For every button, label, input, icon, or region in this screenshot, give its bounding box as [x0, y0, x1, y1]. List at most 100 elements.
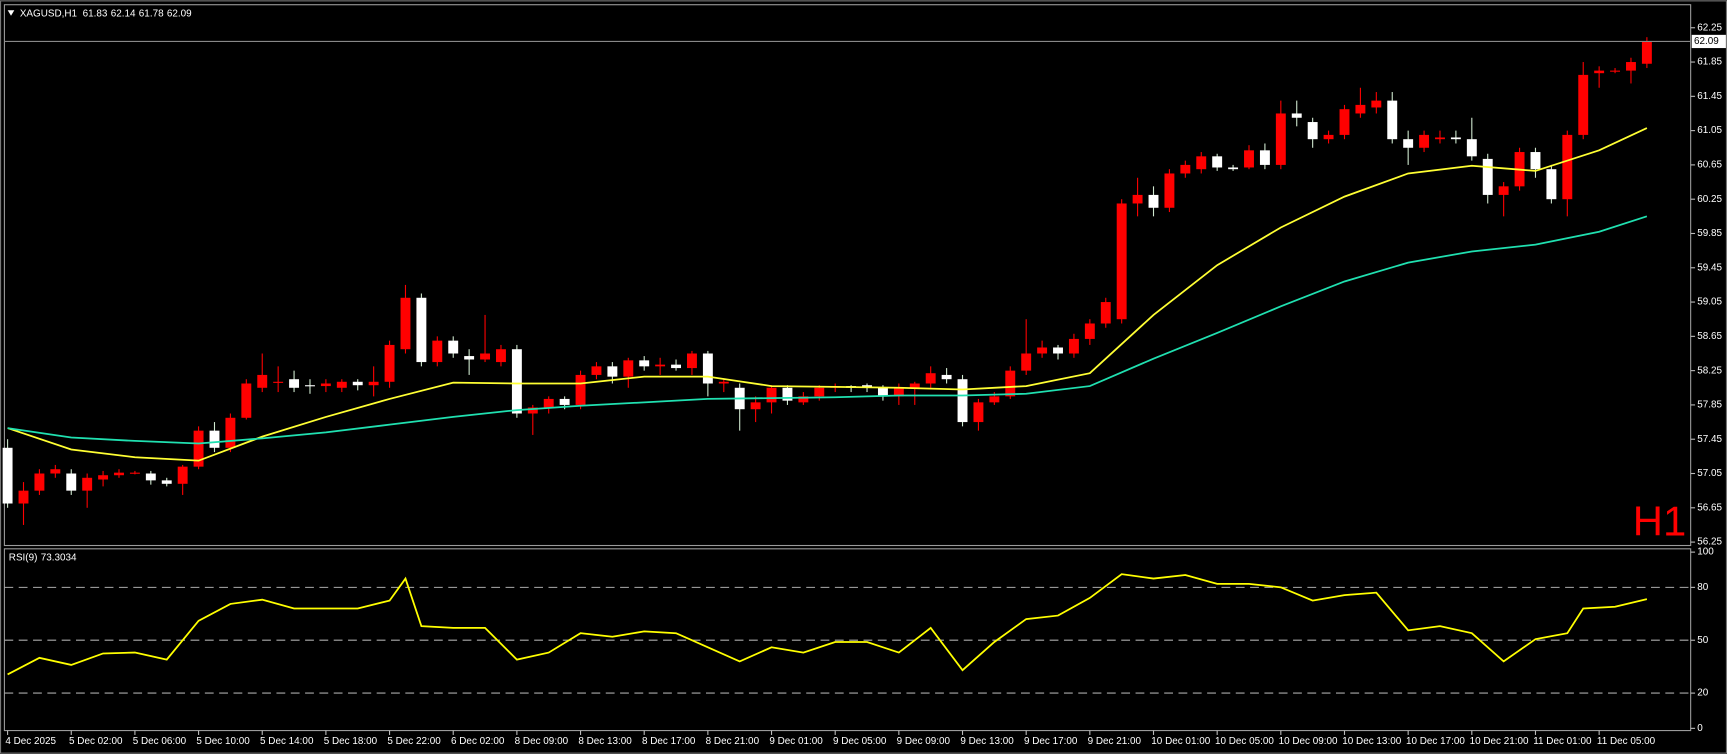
y-tick-label: 0: [1697, 723, 1703, 734]
candle-body: [1498, 186, 1509, 195]
x-tick-label: 9 Dec 13:00: [960, 736, 1014, 747]
candle-body: [909, 383, 920, 388]
y-tick-label: 57.85: [1697, 400, 1722, 411]
candle-body: [718, 381, 729, 384]
candle-body: [782, 387, 793, 401]
candle-body: [1307, 122, 1318, 140]
candle-body: [1371, 100, 1382, 108]
x-tick-label: 10 Dec 13:00: [1342, 736, 1401, 747]
candle-body: [655, 364, 666, 367]
candle-body: [1466, 139, 1477, 157]
candle-body: [352, 381, 363, 386]
y-tick-label: 58.25: [1697, 365, 1722, 376]
candle-body: [1148, 194, 1159, 208]
x-tick-label: 8 Dec 09:00: [515, 736, 569, 747]
candle-body: [973, 402, 984, 423]
candle-body: [686, 353, 697, 369]
y-tick-label: 50: [1697, 635, 1709, 646]
candle-body: [607, 366, 618, 377]
price-tag-label: 62.09: [1694, 36, 1719, 47]
candle-body: [1355, 104, 1366, 114]
candle-body: [1546, 169, 1557, 200]
x-tick-label: 9 Dec 09:00: [897, 736, 951, 747]
y-tick-label: 57.05: [1697, 468, 1722, 479]
candle-body: [957, 379, 968, 423]
y-tick-label: 59.45: [1697, 262, 1722, 273]
y-tick-label: 60.25: [1697, 194, 1722, 205]
candle-body: [893, 387, 904, 397]
candle-body: [1021, 353, 1032, 371]
y-tick-label: 80: [1697, 582, 1709, 593]
candle-body: [416, 297, 427, 363]
candle-body: [1387, 100, 1398, 140]
candle-body: [941, 374, 952, 380]
y-tick-label: 61.45: [1697, 91, 1722, 102]
candle-body: [464, 356, 475, 360]
candle-body: [575, 374, 586, 405]
open-value: 61.83: [83, 8, 108, 19]
y-tick-label: 59.85: [1697, 228, 1722, 239]
candle-body: [798, 396, 809, 403]
candle-body: [193, 430, 204, 467]
y-tick-label: 60.65: [1697, 160, 1722, 171]
x-tick-label: 5 Dec 06:00: [133, 736, 187, 747]
candle-body: [1228, 167, 1239, 170]
x-tick-label: 6 Dec 02:00: [451, 736, 505, 747]
candle-body: [527, 407, 538, 414]
candle-body: [18, 490, 29, 504]
candle-body: [1641, 41, 1652, 64]
candle-body: [1291, 113, 1302, 118]
y-tick-label: 59.05: [1697, 297, 1722, 308]
candle-body: [161, 480, 172, 484]
candle-body: [496, 349, 506, 363]
x-tick-label: 11 Dec 01:00: [1533, 736, 1592, 747]
candle-body: [432, 340, 443, 363]
candle-body: [1610, 70, 1621, 72]
x-tick-label: 10 Dec 17:00: [1406, 736, 1465, 747]
moving-average: [7, 215, 1648, 445]
timeframe-label: H1: [1633, 498, 1687, 545]
menu-arrow[interactable]: [7, 10, 15, 16]
y-tick-label: 56.25: [1697, 537, 1722, 548]
candle-body: [400, 297, 411, 350]
candle-body: [702, 353, 713, 384]
candle-body: [384, 344, 395, 382]
candle-body: [1482, 158, 1493, 195]
candle-body: [1005, 370, 1016, 397]
candle-body: [1435, 137, 1445, 140]
candle-body: [1053, 347, 1063, 354]
candle-body: [129, 472, 140, 474]
candle-body: [209, 430, 220, 448]
candle-body: [639, 360, 650, 367]
candle-body: [50, 469, 61, 474]
x-tick-label: 8 Dec 21:00: [706, 736, 760, 747]
candle-body: [98, 475, 109, 480]
candle-body: [591, 366, 602, 375]
x-tick-label: 9 Dec 21:00: [1088, 736, 1142, 747]
y-tick-label: 62.25: [1697, 22, 1722, 33]
candle-body: [511, 349, 522, 414]
candle-body: [257, 374, 268, 388]
candle-body: [145, 473, 156, 481]
candle-body: [1037, 347, 1048, 354]
candle-body: [1275, 113, 1286, 165]
candle-body: [66, 473, 77, 491]
candle-body: [1562, 134, 1573, 200]
rsi-name: RSI(9): [9, 552, 38, 563]
candle-body: [241, 383, 252, 418]
x-tick-label: 10 Dec 21:00: [1470, 736, 1529, 747]
candle-body: [368, 381, 379, 386]
x-tick-label: 5 Dec 18:00: [324, 736, 378, 747]
x-tick-label: 5 Dec 02:00: [69, 736, 123, 747]
candle-body: [480, 353, 491, 360]
candle-body: [82, 477, 93, 491]
candle-body: [1626, 62, 1636, 71]
candle-body: [1594, 70, 1605, 74]
y-tick-label: 58.65: [1697, 331, 1722, 342]
y-tick-label: 57.45: [1697, 434, 1722, 445]
candle-body: [1100, 302, 1111, 324]
x-tick-label: 9 Dec 01:00: [769, 736, 823, 747]
